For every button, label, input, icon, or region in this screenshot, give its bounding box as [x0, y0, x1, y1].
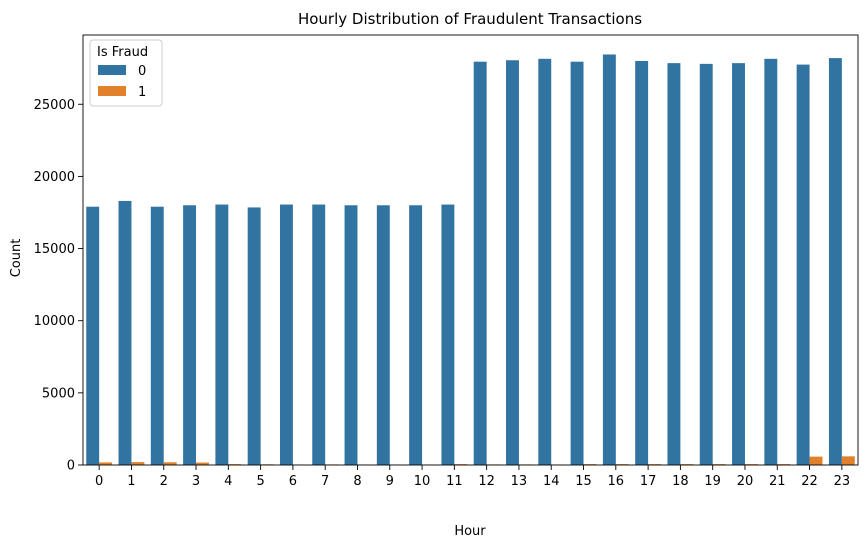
x-tick-label: 21 — [769, 474, 786, 489]
y-tick-label: 20000 — [34, 170, 75, 185]
x-tick-label: 13 — [511, 474, 528, 489]
bar-series-1-hour-0 — [99, 462, 113, 465]
x-tick-label: 8 — [353, 474, 361, 489]
bar-series-0-hour-8 — [344, 205, 358, 465]
x-tick-label: 14 — [543, 474, 560, 489]
bar-series-0-hour-11 — [441, 204, 455, 466]
legend-title: Is Fraud — [97, 45, 148, 60]
bar-series-0-hour-2 — [150, 206, 164, 465]
bar-series-0-hour-15 — [570, 61, 584, 465]
x-tick-label: 12 — [478, 474, 495, 489]
x-tick-label: 2 — [160, 474, 168, 489]
x-tick-label: 7 — [321, 474, 329, 489]
bar-series-0-hour-6 — [279, 204, 293, 466]
x-tick-label: 9 — [386, 474, 394, 489]
y-tick-label: 5000 — [42, 386, 75, 401]
legend-swatch-0 — [98, 65, 126, 75]
chart-title: Hourly Distribution of Fraudulent Transa… — [298, 10, 642, 28]
x-tick-label: 10 — [414, 474, 431, 489]
bar-series-1-hour-3 — [196, 462, 209, 465]
x-tick-label: 19 — [704, 474, 721, 489]
bar-series-1-hour-22 — [809, 456, 823, 465]
bar-series-0-hour-10 — [409, 205, 423, 465]
x-tick-label: 15 — [575, 474, 592, 489]
plot-frame — [82, 34, 859, 466]
bar-series-0-hour-13 — [506, 60, 519, 465]
x-tick-label: 11 — [446, 474, 463, 489]
bar-series-0-hour-1 — [118, 200, 132, 465]
bar-series-0-hour-3 — [183, 205, 197, 465]
x-tick-label: 5 — [256, 474, 264, 489]
x-tick-label: 6 — [289, 474, 297, 489]
bar-series-1-hour-2 — [163, 462, 177, 465]
bar-series-0-hour-12 — [473, 61, 487, 465]
x-tick-label: 18 — [672, 474, 689, 489]
y-axis-label: Count — [9, 239, 24, 278]
legend-label-0: 0 — [138, 64, 146, 79]
bar-series-0-hour-9 — [376, 205, 390, 465]
x-tick-label: 0 — [95, 474, 103, 489]
x-tick-label: 1 — [127, 474, 135, 489]
x-axis-label: Hour — [454, 524, 486, 539]
x-tick-label: 4 — [224, 474, 232, 489]
bar-series-0-hour-5 — [247, 207, 261, 465]
y-tick-label: 0 — [67, 459, 75, 474]
bar-series-1-hour-1 — [131, 462, 145, 465]
bar-series-0-hour-20 — [732, 63, 745, 465]
x-tick-label: 3 — [192, 474, 200, 489]
y-tick-label: 15000 — [34, 242, 75, 257]
bar-series-0-hour-21 — [764, 58, 778, 466]
x-tick-label: 17 — [640, 474, 657, 489]
legend-swatch-1 — [98, 86, 126, 96]
bar-series-0-hour-18 — [667, 63, 681, 465]
bar-series-0-hour-23 — [828, 58, 842, 466]
x-tick-label: 16 — [608, 474, 625, 489]
bar-series-0-hour-4 — [215, 204, 229, 466]
bars-group — [86, 54, 855, 466]
y-tick-label: 10000 — [34, 314, 75, 329]
bar-series-0-hour-22 — [796, 64, 810, 465]
y-tick-label: 25000 — [34, 98, 75, 113]
bar-series-0-hour-14 — [538, 58, 552, 466]
bar-series-0-hour-16 — [602, 54, 616, 465]
legend: Is Fraud 0 1 — [89, 39, 163, 107]
bar-series-0-hour-7 — [312, 204, 326, 466]
bar-series-0-hour-0 — [86, 206, 100, 465]
bar-series-0-hour-17 — [635, 60, 649, 465]
x-tick-label: 20 — [737, 474, 754, 489]
bar-series-0-hour-19 — [699, 63, 713, 466]
x-tick-label: 22 — [801, 474, 818, 489]
legend-label-1: 1 — [138, 85, 146, 100]
x-tick-label: 23 — [834, 474, 851, 489]
bar-series-1-hour-23 — [841, 456, 855, 465]
